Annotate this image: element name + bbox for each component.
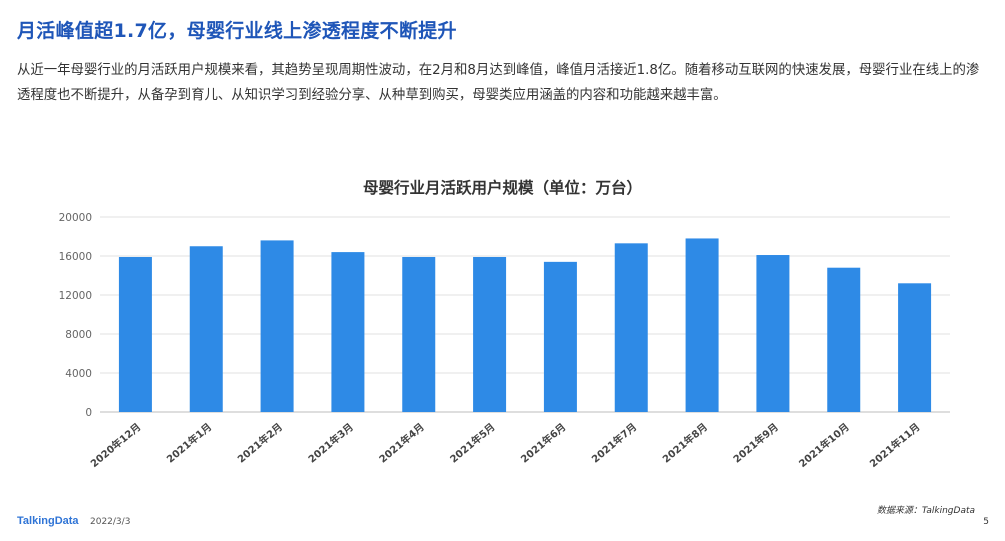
page-description: 从近一年母婴行业的月活跃用户规模来看，其趋势呈现周期性波动，在2月和8月达到峰值… [17, 63, 980, 103]
x-tick-label: 2021年5月 [447, 420, 497, 465]
x-tick-label: 2021年11月 [867, 420, 923, 470]
bar [118, 256, 152, 412]
footer-date: 2022/3/3 [90, 517, 131, 527]
chart-title: 母婴行业月活跃用户规模（单位：万台） [362, 179, 642, 197]
x-tick-label: 2021年10月 [796, 420, 852, 470]
bar [756, 255, 790, 412]
bar [898, 283, 932, 412]
bar [402, 256, 436, 412]
y-tick-label: 4000 [65, 368, 92, 380]
x-tick-label: 2020年12月 [88, 420, 144, 470]
y-tick-label: 16000 [59, 251, 92, 263]
x-tick-label: 2021年2月 [235, 420, 285, 465]
bar [614, 243, 648, 412]
page-number: 5 [983, 517, 989, 527]
x-tick-label: 2021年6月 [518, 420, 568, 465]
y-tick-label: 0 [85, 407, 92, 419]
bar [473, 256, 507, 412]
y-tick-label: 8000 [65, 329, 92, 341]
x-tick-label: 2021年9月 [731, 420, 781, 465]
x-tick-label: 2021年3月 [306, 420, 356, 465]
bar [331, 252, 365, 412]
bar [260, 240, 294, 412]
y-tick-label: 20000 [59, 212, 92, 224]
bar [827, 267, 861, 412]
x-tick-label: 2021年8月 [660, 420, 710, 465]
x-tick-label: 2021年1月 [164, 420, 214, 465]
x-tick-label: 2021年4月 [376, 420, 426, 465]
brand-logo: TalkingData [17, 515, 79, 527]
y-tick-label: 12000 [59, 290, 92, 302]
page-title: 月活峰值超1.7亿，母婴行业线上渗透程度不断提升 [17, 20, 457, 42]
bar [685, 238, 719, 412]
bar [189, 246, 223, 412]
bar [543, 261, 577, 412]
x-tick-label: 2021年7月 [589, 420, 639, 465]
data-source-note: 数据来源：TalkingData [876, 506, 975, 516]
